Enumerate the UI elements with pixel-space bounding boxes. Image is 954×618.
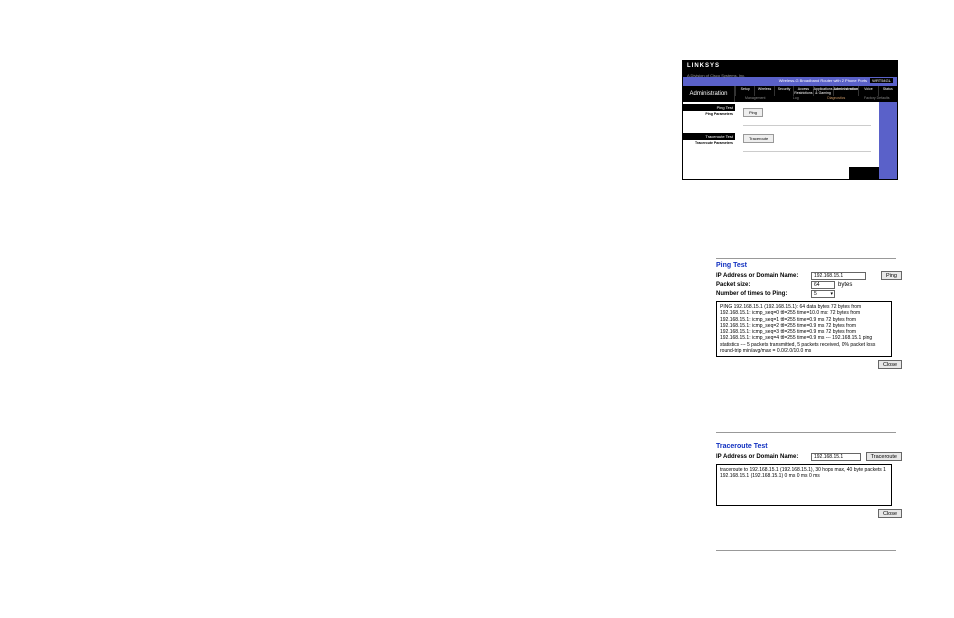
ping-close-button[interactable]: Close (878, 360, 902, 369)
tab-status[interactable]: Status (878, 86, 897, 96)
tab-setup[interactable]: Setup (735, 86, 754, 96)
model-tag: WRT54GL (870, 78, 893, 83)
ping-ip-label: IP Address or Domain Name: (716, 273, 811, 279)
ping-button[interactable]: Ping (881, 271, 902, 280)
ping-times-select[interactable]: 5 (811, 290, 835, 298)
router-ping-btn[interactable]: Ping (743, 108, 763, 117)
ping-times-label: Number of times to Ping: (716, 291, 811, 297)
ping-size-unit: bytes (838, 282, 852, 288)
traceroute-panel: Traceroute Test IP Address or Domain Nam… (716, 443, 902, 518)
divider (716, 550, 896, 551)
ping-title: Ping Test (716, 262, 902, 269)
tab-wireless[interactable]: Wireless (754, 86, 773, 96)
ping-test-panel: Ping Test IP Address or Domain Name: 192… (716, 262, 902, 369)
main-tabs: Setup Wireless Security Access Restricti… (735, 86, 897, 96)
divider (716, 432, 896, 433)
traceroute-button[interactable]: Traceroute (866, 452, 902, 461)
brand-logo: LINKSYS (683, 61, 897, 73)
trace-ip-label: IP Address or Domain Name: (716, 454, 811, 460)
trace-close-button[interactable]: Close (878, 509, 902, 518)
ping-size-label: Packet size: (716, 282, 811, 288)
sidebar-ping-hdr: Ping Test (683, 104, 735, 111)
sidebar-tr-hdr: Traceroute Test (683, 133, 735, 140)
router-admin-screenshot: LINKSYS A Division of Cisco Systems, Inc… (682, 60, 898, 180)
tab-bar: Administration Setup Wireless Security A… (683, 86, 897, 102)
sidebar-tr-lbl: Traceroute Parameters (683, 140, 735, 146)
router-banner: Wireless-G Broadband Router with 2 Phone… (683, 77, 897, 86)
trace-ip-input[interactable]: 192.168.15.1 (811, 453, 861, 461)
router-right-bar (879, 102, 897, 179)
banner-text: Wireless-G Broadband Router with 2 Phone… (779, 78, 867, 83)
tab-voice[interactable]: Voice (858, 86, 877, 96)
tab-apps[interactable]: Applications & Gaming (813, 86, 833, 96)
router-traceroute-btn[interactable]: Traceroute (743, 134, 774, 143)
section-title: Administration (683, 86, 735, 102)
ping-size-input[interactable]: 64 (811, 281, 835, 289)
divider (716, 258, 896, 259)
trace-title: Traceroute Test (716, 443, 902, 450)
router-sidebar: Ping Test Ping Parameters Traceroute Tes… (683, 102, 735, 179)
tab-admin[interactable]: Administration (833, 86, 859, 96)
tab-access[interactable]: Access Restrictions (793, 86, 812, 96)
cisco-logo (849, 167, 879, 179)
ping-ip-input[interactable]: 192.168.15.1 (811, 272, 866, 280)
trace-output: traceroute to 192.168.15.1 (192.168.15.1… (716, 464, 892, 506)
tab-security[interactable]: Security (774, 86, 793, 96)
ping-output: PING 192.168.15.1 (192.168.15.1): 64 dat… (716, 301, 892, 357)
router-main: Ping Traceroute (735, 102, 879, 179)
